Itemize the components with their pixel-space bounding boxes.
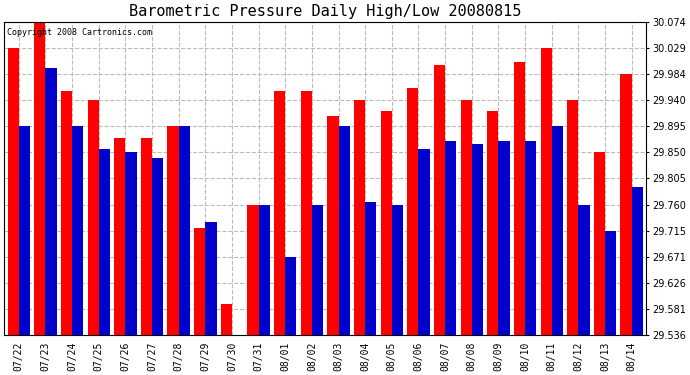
Bar xyxy=(407,88,418,335)
Bar xyxy=(392,205,403,335)
Bar xyxy=(631,187,643,335)
Bar xyxy=(88,100,99,335)
Bar xyxy=(168,126,179,335)
Bar xyxy=(498,141,510,335)
Bar xyxy=(339,126,350,335)
Bar xyxy=(115,138,126,335)
Bar xyxy=(472,144,483,335)
Bar xyxy=(487,111,498,335)
Bar xyxy=(99,149,110,335)
Bar xyxy=(312,205,323,335)
Bar xyxy=(72,126,83,335)
Bar xyxy=(365,202,376,335)
Bar xyxy=(8,48,19,335)
Bar xyxy=(274,91,285,335)
Bar xyxy=(141,138,152,335)
Bar xyxy=(540,48,552,335)
Bar xyxy=(285,256,297,335)
Bar xyxy=(525,141,536,335)
Bar xyxy=(61,91,72,335)
Bar xyxy=(434,65,445,335)
Bar xyxy=(179,126,190,335)
Bar xyxy=(46,68,57,335)
Title: Barometric Pressure Daily High/Low 20080815: Barometric Pressure Daily High/Low 20080… xyxy=(129,4,522,19)
Bar xyxy=(578,205,589,335)
Bar xyxy=(552,126,563,335)
Bar xyxy=(620,74,631,335)
Bar xyxy=(206,222,217,335)
Bar xyxy=(19,126,30,335)
Bar xyxy=(605,231,616,335)
Bar xyxy=(152,158,164,335)
Bar xyxy=(259,205,270,335)
Bar xyxy=(445,141,456,335)
Bar xyxy=(460,100,472,335)
Bar xyxy=(126,152,137,335)
Bar xyxy=(301,91,312,335)
Bar xyxy=(248,205,259,335)
Bar xyxy=(327,116,339,335)
Bar xyxy=(381,111,392,335)
Bar xyxy=(354,100,365,335)
Bar xyxy=(594,152,605,335)
Bar xyxy=(514,62,525,335)
Bar xyxy=(418,149,430,335)
Bar xyxy=(34,22,46,335)
Text: Copyright 2008 Cartronics.com: Copyright 2008 Cartronics.com xyxy=(8,28,152,37)
Bar xyxy=(221,304,232,335)
Bar xyxy=(567,100,578,335)
Bar xyxy=(194,228,206,335)
